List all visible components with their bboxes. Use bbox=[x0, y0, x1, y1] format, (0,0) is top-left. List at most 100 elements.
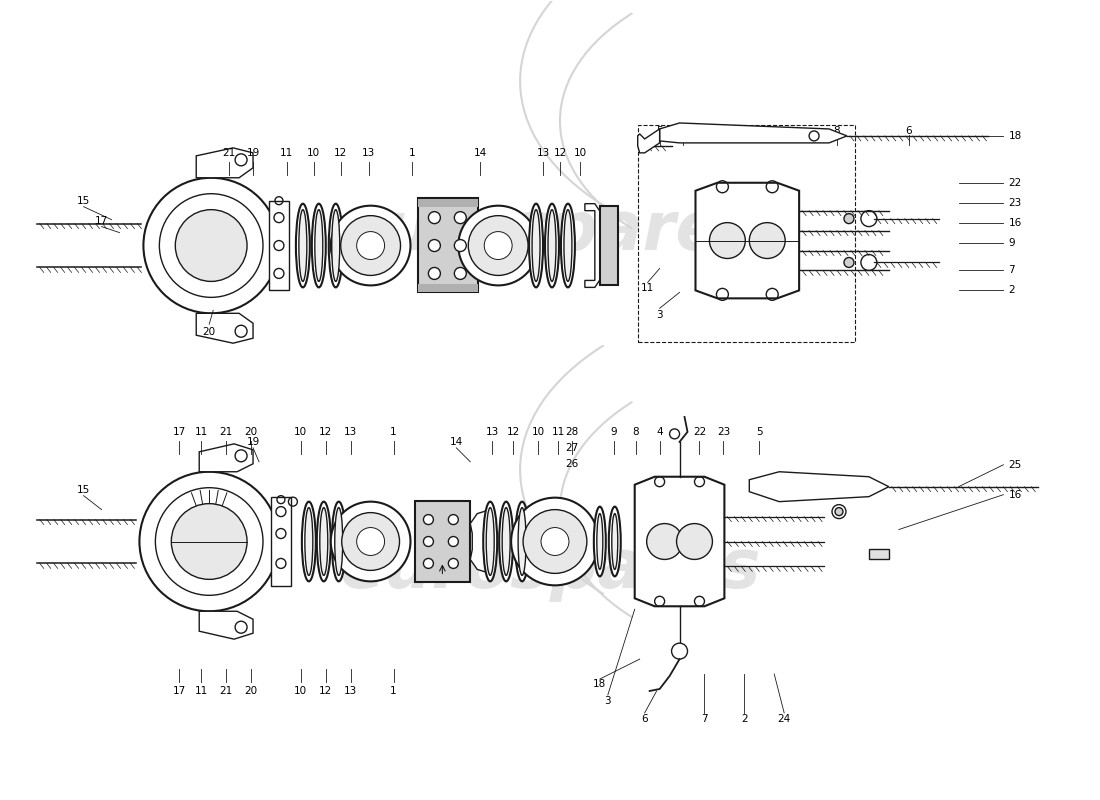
Text: 15: 15 bbox=[77, 485, 90, 494]
Circle shape bbox=[710, 222, 746, 258]
Bar bbox=[418, 285, 478, 292]
Text: 16: 16 bbox=[1009, 490, 1022, 500]
Circle shape bbox=[469, 216, 528, 275]
Text: 28: 28 bbox=[565, 427, 579, 437]
Circle shape bbox=[356, 527, 385, 555]
Ellipse shape bbox=[305, 508, 312, 575]
Circle shape bbox=[835, 508, 843, 515]
Circle shape bbox=[342, 513, 399, 570]
Text: 18: 18 bbox=[593, 679, 606, 689]
Ellipse shape bbox=[311, 204, 326, 287]
Text: 8: 8 bbox=[632, 427, 639, 437]
Circle shape bbox=[454, 239, 466, 251]
Text: 12: 12 bbox=[334, 148, 348, 158]
Text: 20: 20 bbox=[244, 427, 257, 437]
Circle shape bbox=[454, 212, 466, 224]
Text: 24: 24 bbox=[778, 714, 791, 724]
Text: 4: 4 bbox=[679, 126, 686, 136]
Text: 6: 6 bbox=[905, 126, 912, 136]
Circle shape bbox=[424, 558, 433, 569]
Text: 12: 12 bbox=[553, 148, 566, 158]
Polygon shape bbox=[635, 477, 725, 606]
Circle shape bbox=[647, 523, 682, 559]
Polygon shape bbox=[199, 611, 253, 639]
Text: 11: 11 bbox=[195, 686, 208, 696]
Text: 11: 11 bbox=[195, 427, 208, 437]
Text: 13: 13 bbox=[537, 148, 550, 158]
Ellipse shape bbox=[597, 514, 603, 570]
Circle shape bbox=[140, 472, 279, 611]
Text: 10: 10 bbox=[531, 427, 544, 437]
Circle shape bbox=[844, 214, 854, 224]
Text: eurospares: eurospares bbox=[339, 198, 761, 263]
Ellipse shape bbox=[486, 508, 494, 575]
Circle shape bbox=[143, 178, 279, 314]
Text: 10: 10 bbox=[573, 148, 586, 158]
Circle shape bbox=[844, 258, 854, 267]
Bar bbox=[869, 550, 889, 559]
Polygon shape bbox=[196, 148, 253, 178]
Text: 2: 2 bbox=[741, 714, 748, 724]
Bar bbox=[271, 497, 290, 586]
Text: 1: 1 bbox=[409, 148, 416, 158]
Circle shape bbox=[424, 514, 433, 525]
Text: 19: 19 bbox=[246, 437, 260, 447]
Text: 23: 23 bbox=[717, 427, 730, 437]
Ellipse shape bbox=[332, 210, 340, 282]
Circle shape bbox=[449, 514, 459, 525]
Bar bbox=[638, 125, 855, 342]
Text: 10: 10 bbox=[307, 148, 320, 158]
Text: 16: 16 bbox=[1009, 218, 1022, 228]
Text: 1: 1 bbox=[390, 427, 397, 437]
Text: 13: 13 bbox=[344, 686, 358, 696]
Ellipse shape bbox=[296, 204, 310, 287]
Text: 1: 1 bbox=[390, 686, 397, 696]
Text: 14: 14 bbox=[474, 148, 487, 158]
Text: 13: 13 bbox=[362, 148, 375, 158]
Ellipse shape bbox=[561, 204, 575, 287]
Ellipse shape bbox=[608, 506, 620, 576]
Text: 3: 3 bbox=[605, 696, 612, 706]
Circle shape bbox=[459, 206, 538, 286]
Text: 11: 11 bbox=[641, 283, 654, 294]
Circle shape bbox=[672, 643, 688, 659]
Circle shape bbox=[524, 510, 587, 574]
Bar bbox=[416, 501, 471, 582]
Ellipse shape bbox=[332, 502, 345, 582]
Text: 8: 8 bbox=[834, 126, 840, 136]
Text: 25: 25 bbox=[1009, 460, 1022, 470]
Text: 10: 10 bbox=[295, 686, 307, 696]
Text: 9: 9 bbox=[1009, 238, 1015, 247]
Text: 20: 20 bbox=[244, 686, 257, 696]
Ellipse shape bbox=[612, 514, 618, 570]
Text: 23: 23 bbox=[1009, 198, 1022, 208]
Text: 18: 18 bbox=[1009, 131, 1022, 141]
Circle shape bbox=[449, 537, 459, 546]
Circle shape bbox=[356, 231, 385, 259]
Ellipse shape bbox=[564, 210, 572, 282]
Circle shape bbox=[749, 222, 785, 258]
Circle shape bbox=[428, 267, 440, 279]
Circle shape bbox=[172, 504, 248, 579]
Text: 3: 3 bbox=[657, 310, 663, 320]
Text: 6: 6 bbox=[641, 714, 648, 724]
Text: 21: 21 bbox=[222, 148, 235, 158]
Text: 9: 9 bbox=[610, 427, 617, 437]
Circle shape bbox=[331, 206, 410, 286]
Text: 21: 21 bbox=[220, 686, 233, 696]
Text: 11: 11 bbox=[280, 148, 294, 158]
Text: 10: 10 bbox=[295, 427, 307, 437]
Ellipse shape bbox=[483, 502, 497, 582]
Text: 20: 20 bbox=[202, 327, 216, 338]
Text: 22: 22 bbox=[1009, 178, 1022, 188]
Text: 26: 26 bbox=[565, 458, 579, 469]
Polygon shape bbox=[660, 123, 847, 143]
Ellipse shape bbox=[518, 508, 526, 575]
Ellipse shape bbox=[529, 204, 543, 287]
Ellipse shape bbox=[315, 210, 322, 282]
Text: 17: 17 bbox=[173, 686, 186, 696]
Polygon shape bbox=[638, 129, 660, 153]
Text: 22: 22 bbox=[693, 427, 706, 437]
Bar bbox=[418, 198, 478, 292]
Text: 5: 5 bbox=[657, 126, 663, 136]
